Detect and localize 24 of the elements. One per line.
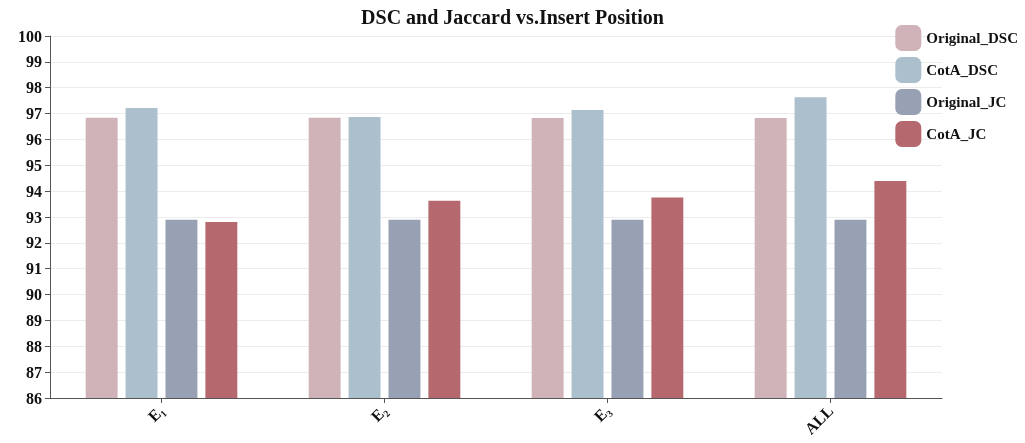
- y-tick-label: 92: [26, 234, 42, 252]
- legend-label: Original_JC: [926, 94, 1007, 110]
- y-tick-label: 90: [26, 286, 42, 304]
- y-tick-label: 95: [26, 156, 42, 174]
- y-tick-label: 100: [18, 27, 42, 45]
- y-tick-label: 88: [26, 337, 42, 355]
- y-tick-label: 99: [26, 53, 42, 71]
- chart-title: DSC and Jaccard vs.Insert Position: [361, 6, 664, 28]
- y-tick-label: 89: [26, 311, 42, 329]
- y-tick-label: 97: [26, 105, 42, 123]
- y-tick-label: 91: [26, 260, 42, 278]
- legend-label: CotA_DSC: [926, 62, 998, 78]
- y-tick-label: 94: [26, 182, 42, 200]
- x-tick-label: ALL: [801, 401, 837, 438]
- legend-label: CotA_JC: [926, 126, 987, 142]
- legend-label: Original_DSC: [926, 30, 1019, 46]
- y-tick-label: 96: [26, 130, 42, 148]
- y-tick-label: 87: [26, 363, 42, 381]
- x-tick-label: E₃: [590, 401, 614, 425]
- y-tick-label: 93: [26, 208, 42, 226]
- x-tick-label: E₁: [144, 401, 168, 425]
- y-tick-label: 98: [26, 79, 42, 97]
- x-tick-label: E₂: [367, 401, 391, 425]
- y-tick-label: 86: [26, 389, 42, 407]
